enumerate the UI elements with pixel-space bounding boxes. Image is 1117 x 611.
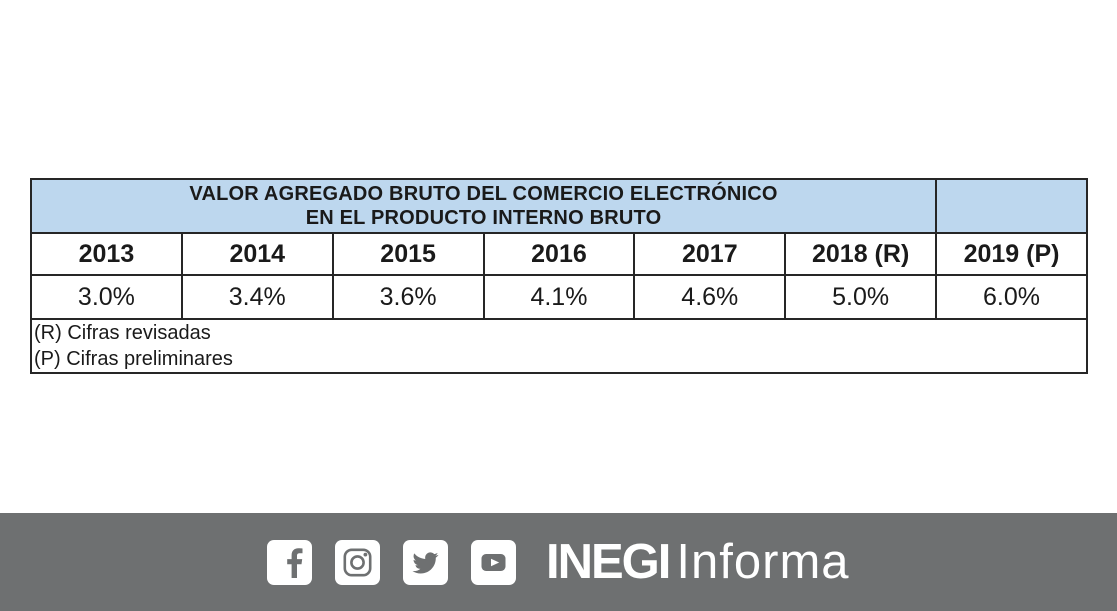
inegi-informa-logo: INEGI Informa [546, 534, 850, 590]
footnote-revised: (R) Cifras revisadas [34, 322, 211, 344]
year-header-2013: 2013 [30, 232, 183, 276]
table-title-line2: EN EL PRODUCTO INTERNO BRUTO [305, 207, 662, 229]
year-header-row: 2013 2014 2015 2016 2017 2018 (R) 2019 (… [30, 232, 1088, 276]
inegi-wordmark: INEGI [546, 535, 671, 589]
footnote-preliminary: (P) Cifras preliminares [34, 348, 233, 370]
facebook-icon [287, 547, 303, 578]
informa-wordmark: Informa [676, 535, 850, 589]
value-row: 3.0% 3.4% 3.6% 4.1% 4.6% 5.0% 6.0% [30, 274, 1088, 320]
youtube-icon [481, 553, 506, 571]
year-header-2018: 2018 (R) [784, 232, 938, 276]
instagram-icon [343, 548, 372, 576]
value-cell-2016: 4.1% [482, 274, 636, 320]
statistics-table: VALOR AGREGADO BRUTO DEL COMERCIO ELECTR… [29, 178, 1088, 374]
footnote-cell: (R) Cifras revisadas (P) Cifras prelimin… [30, 318, 1088, 374]
year-header-2019: 2019 (P) [935, 232, 1088, 276]
year-header-2016: 2016 [482, 232, 636, 276]
table-title-row: VALOR AGREGADO BRUTO DEL COMERCIO ELECTR… [29, 178, 1088, 234]
value-cell-2019: 6.0% [935, 274, 1088, 320]
table-title-cell: VALOR AGREGADO BRUTO DEL COMERCIO ELECTR… [29, 178, 938, 234]
youtube-button[interactable] [471, 539, 516, 585]
header-empty-cell [935, 178, 1088, 234]
footnote-row: (R) Cifras revisadas (P) Cifras prelimin… [30, 318, 1088, 374]
social-icons-row [267, 539, 516, 585]
value-cell-2014: 3.4% [180, 274, 334, 320]
value-cell-2018: 5.0% [784, 274, 938, 320]
twitter-icon [412, 551, 439, 573]
facebook-button[interactable] [267, 539, 312, 585]
year-header-2015: 2015 [331, 232, 485, 276]
year-header-2017: 2017 [633, 232, 787, 276]
value-cell-2017: 4.6% [633, 274, 787, 320]
value-cell-2013: 3.0% [30, 274, 183, 320]
footer-bar: INEGI Informa [0, 513, 1117, 611]
twitter-button[interactable] [403, 539, 448, 585]
year-header-2014: 2014 [180, 232, 334, 276]
instagram-button[interactable] [335, 539, 380, 585]
value-cell-2015: 3.6% [331, 274, 485, 320]
table-title-line1: VALOR AGREGADO BRUTO DEL COMERCIO ELECTR… [189, 183, 778, 205]
